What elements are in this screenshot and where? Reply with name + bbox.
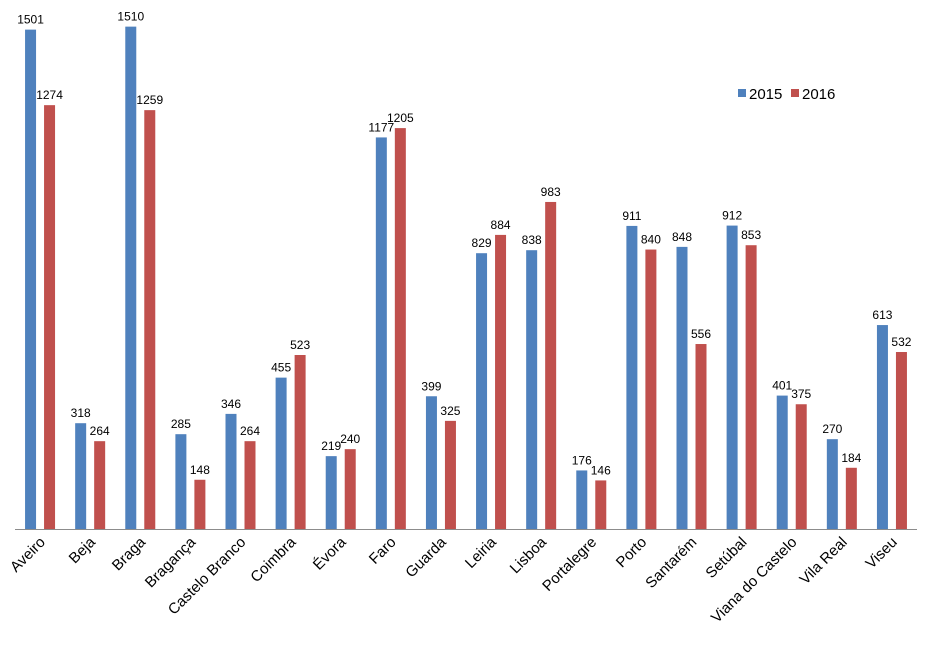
bar-evora-2016 [344, 449, 356, 529]
value-label-coimbra-2016: 523 [290, 338, 310, 352]
bar-castelo-branco-2015 [225, 413, 237, 529]
value-label-viseu-2016: 532 [891, 335, 911, 349]
bar-setubal-2016 [745, 245, 757, 530]
bar-braganca-2016 [194, 479, 206, 529]
bar-portalegre-2016 [595, 480, 607, 529]
value-label-evora-2015: 219 [321, 439, 341, 453]
value-labels-layer: 1501 1274 318 264 1510 1259 285 148 346 264 455 523… [17, 10, 912, 478]
bar-viseu-2015 [876, 325, 888, 529]
category-label-setubal: Setúbal [702, 534, 750, 582]
value-label-aveiro-2016: 1274 [36, 88, 63, 102]
value-label-viana-do-castelo-2016: 375 [791, 387, 811, 401]
bar-setubal-2015 [726, 225, 738, 530]
bar-porto-2016 [645, 249, 657, 530]
value-label-castelo-branco-2016: 264 [240, 424, 260, 438]
value-label-santarem-2015: 848 [672, 230, 692, 244]
bar-castelo-branco-2016 [244, 441, 256, 529]
bar-viseu-2016 [895, 352, 907, 529]
category-label-santarem: Santarém [642, 534, 700, 592]
value-label-guarda-2016: 325 [440, 404, 460, 418]
bar-guarda-2015 [425, 396, 437, 529]
bar-vila-real-2015 [826, 439, 838, 529]
category-label-lisboa: Lisboa [507, 533, 551, 577]
value-label-braganca-2016: 148 [190, 463, 210, 477]
bar-viana-do-castelo-2015 [776, 395, 788, 529]
category-label-beja: Beja [66, 533, 100, 567]
bar-beja-2015 [75, 423, 87, 529]
value-label-lisboa-2015: 838 [522, 233, 542, 247]
bar-santarem-2015 [676, 246, 688, 529]
category-label-porto: Porto [613, 534, 650, 571]
value-label-faro-2016: 1205 [387, 111, 414, 125]
category-label-evora: Évora [310, 533, 350, 573]
value-label-vila-real-2015: 270 [822, 422, 842, 436]
value-label-evora-2016: 240 [340, 432, 360, 446]
bar-beja-2016 [94, 441, 106, 529]
value-label-viana-do-castelo-2015: 401 [772, 379, 792, 393]
value-label-beja-2016: 264 [90, 424, 110, 438]
value-label-portalegre-2015: 176 [572, 453, 592, 467]
value-label-braga-2016: 1259 [136, 93, 163, 107]
value-label-beja-2015: 318 [71, 406, 91, 420]
bar-braga-2016 [144, 110, 156, 529]
value-label-lisboa-2016: 983 [541, 185, 561, 199]
value-label-vila-real-2016: 184 [841, 451, 861, 465]
bar-aveiro-2016 [44, 105, 56, 530]
category-label-braga: Braga [109, 533, 150, 574]
value-label-coimbra-2015: 455 [271, 361, 291, 375]
value-label-portalegre-2016: 146 [591, 463, 611, 477]
bar-faro-2016 [394, 128, 406, 529]
value-label-braga-2015: 1510 [117, 10, 144, 24]
category-label-aveiro: Aveiro [7, 534, 49, 576]
bar-lisboa-2016 [545, 201, 557, 530]
bar-leiria-2015 [476, 253, 488, 530]
value-label-santarem-2016: 556 [691, 327, 711, 341]
value-label-braganca-2015: 285 [171, 417, 191, 431]
value-label-guarda-2015: 399 [421, 379, 441, 393]
category-label-portalegre: Portalegre [539, 534, 600, 595]
value-label-faro-2015: 1177 [368, 120, 394, 134]
value-label-aveiro-2015: 1501 [17, 13, 44, 27]
bar-portalegre-2015 [576, 470, 588, 529]
legend-label-2015: 2015 [749, 86, 782, 103]
value-label-viseu-2015: 613 [872, 308, 892, 322]
category-label-vila-real: Vila Real [796, 534, 850, 588]
category-label-leiria: Leiria [462, 533, 500, 571]
bar-santarem-2016 [695, 344, 707, 529]
category-label-coimbra: Coimbra [247, 533, 300, 586]
bar-guarda-2016 [444, 420, 456, 529]
bar-coimbra-2016 [294, 355, 306, 529]
value-label-porto-2016: 840 [641, 233, 661, 247]
bar-leiria-2016 [495, 234, 507, 529]
legend-label-2016: 2016 [802, 86, 835, 103]
value-label-castelo-branco-2015: 346 [221, 397, 241, 411]
category-label-faro: Faro [366, 534, 400, 568]
legend: 2015 2016 [738, 86, 835, 103]
value-label-setubal-2016: 853 [741, 228, 761, 242]
bar-braga-2015 [125, 26, 137, 530]
bar-vila-real-2016 [845, 467, 857, 529]
value-label-leiria-2015: 829 [472, 236, 492, 250]
category-label-viseu: Viseu [862, 534, 900, 572]
bar-faro-2015 [375, 137, 387, 530]
bar-viana-do-castelo-2016 [795, 404, 807, 529]
value-label-setubal-2015: 912 [722, 209, 742, 223]
bars-layer [25, 26, 907, 530]
bar-evora-2015 [325, 456, 337, 529]
legend-swatch-2015 [738, 89, 746, 97]
bar-lisboa-2015 [526, 250, 538, 529]
value-label-porto-2015: 911 [622, 209, 641, 223]
bar-braganca-2015 [175, 434, 187, 529]
legend-swatch-2016 [791, 89, 799, 97]
category-label-viana-do-castelo: Viana do Castelo [708, 534, 801, 627]
value-label-leiria-2016: 884 [491, 218, 511, 232]
category-label-guarda: Guarda [402, 533, 450, 581]
bar-porto-2015 [626, 225, 638, 530]
bar-aveiro-2015 [25, 29, 37, 529]
bar-coimbra-2015 [275, 377, 287, 529]
